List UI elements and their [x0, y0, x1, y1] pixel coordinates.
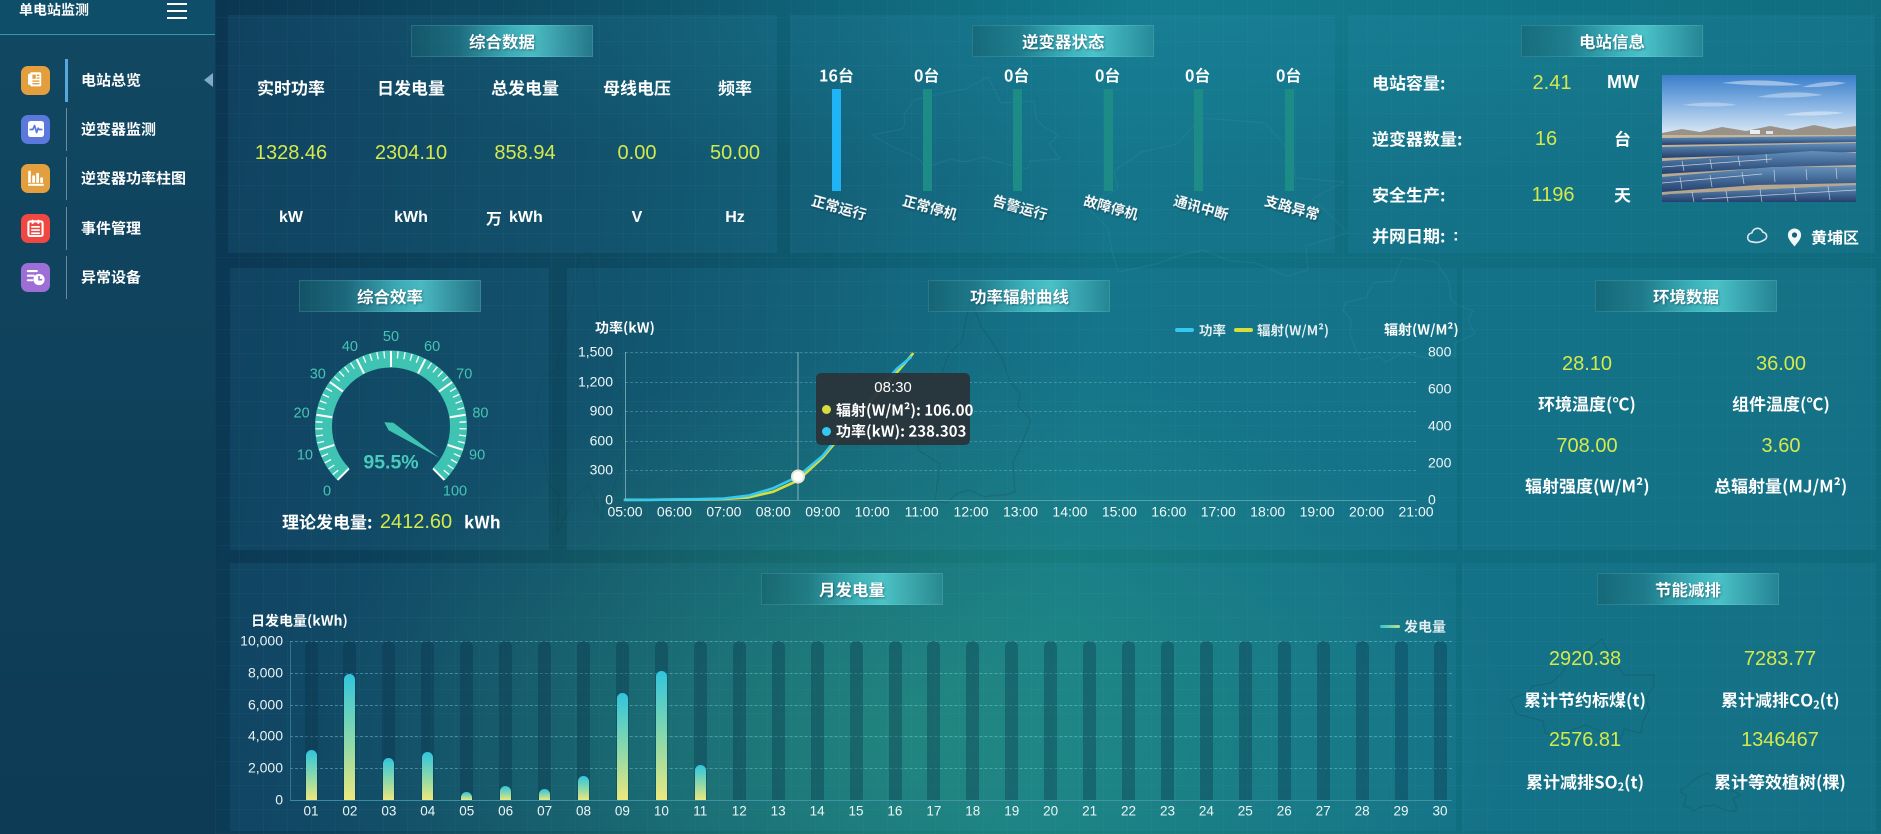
svg-text:40: 40 [342, 339, 358, 355]
svg-text:0: 0 [323, 484, 331, 500]
svg-text:100: 100 [443, 484, 467, 500]
svg-text:90: 90 [469, 448, 485, 464]
svg-text:70: 70 [456, 366, 472, 382]
svg-text:10: 10 [297, 448, 313, 464]
svg-text:30: 30 [310, 366, 326, 382]
svg-text:50: 50 [383, 329, 399, 345]
svg-text:60: 60 [424, 339, 440, 355]
svg-text:20: 20 [294, 405, 310, 421]
svg-text:80: 80 [472, 405, 488, 421]
